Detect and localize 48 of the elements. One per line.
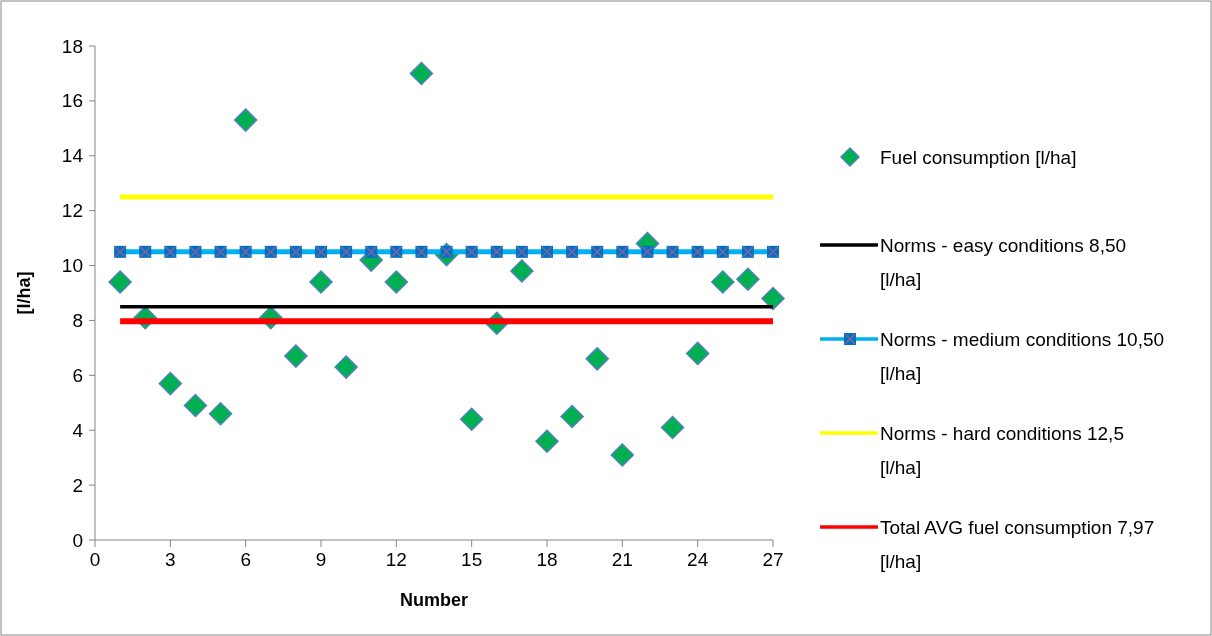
point [208,402,233,426]
point [585,347,609,371]
point [711,270,735,294]
point [610,443,635,467]
x-tick-label: 18 [536,549,558,570]
y-tick-label: 10 [61,255,83,277]
y-tick-label: 12 [61,200,83,222]
point [459,407,484,431]
point [284,344,308,368]
x-tick-label: 27 [762,549,784,570]
x-tick-label: 21 [611,549,633,570]
point [761,286,785,311]
point [334,355,358,379]
point [660,415,685,440]
y-tick-label: 8 [72,309,83,331]
y-tick-label: 16 [61,90,83,112]
point [108,270,132,294]
x-axis-title: Number [399,590,469,610]
point [409,61,434,86]
y-tick-label: 18 [61,35,83,57]
y-axis-title: [l/ha] [14,271,34,315]
x-tick-label: 0 [89,549,101,570]
y-tick-label: 14 [61,145,84,167]
x-tick-label: 12 [385,549,407,570]
point [384,270,409,294]
legend-label: Norms - hard conditions 12,5 [l/ha] [880,422,1124,478]
legend-label: Total AVG fuel consumption 7,97 [l/ha] [880,516,1155,572]
legend-label: Norms - medium conditions 10,50 [l/ha] [880,328,1165,384]
point [685,341,710,366]
x-tick-label: 15 [461,549,483,570]
x-tick-label: 6 [240,549,251,570]
point [309,270,333,294]
x-tick-label: 3 [165,549,176,570]
point [560,404,584,429]
y-tick-label: 6 [72,364,83,386]
y-tick-label: 0 [72,529,83,551]
y-tick-label: 4 [72,419,84,441]
legend-label: Fuel consumption [l/ha] [880,146,1077,168]
point [158,371,183,396]
point [535,429,559,453]
x-tick-label: 24 [687,549,709,570]
point [736,267,760,292]
point [233,108,258,132]
legend-label: Norms - easy conditions 8,50 [l/ha] [880,234,1127,290]
point [510,259,534,283]
y-tick-label: 2 [72,474,83,496]
point [183,393,208,418]
x-tick-label: 9 [315,549,327,570]
